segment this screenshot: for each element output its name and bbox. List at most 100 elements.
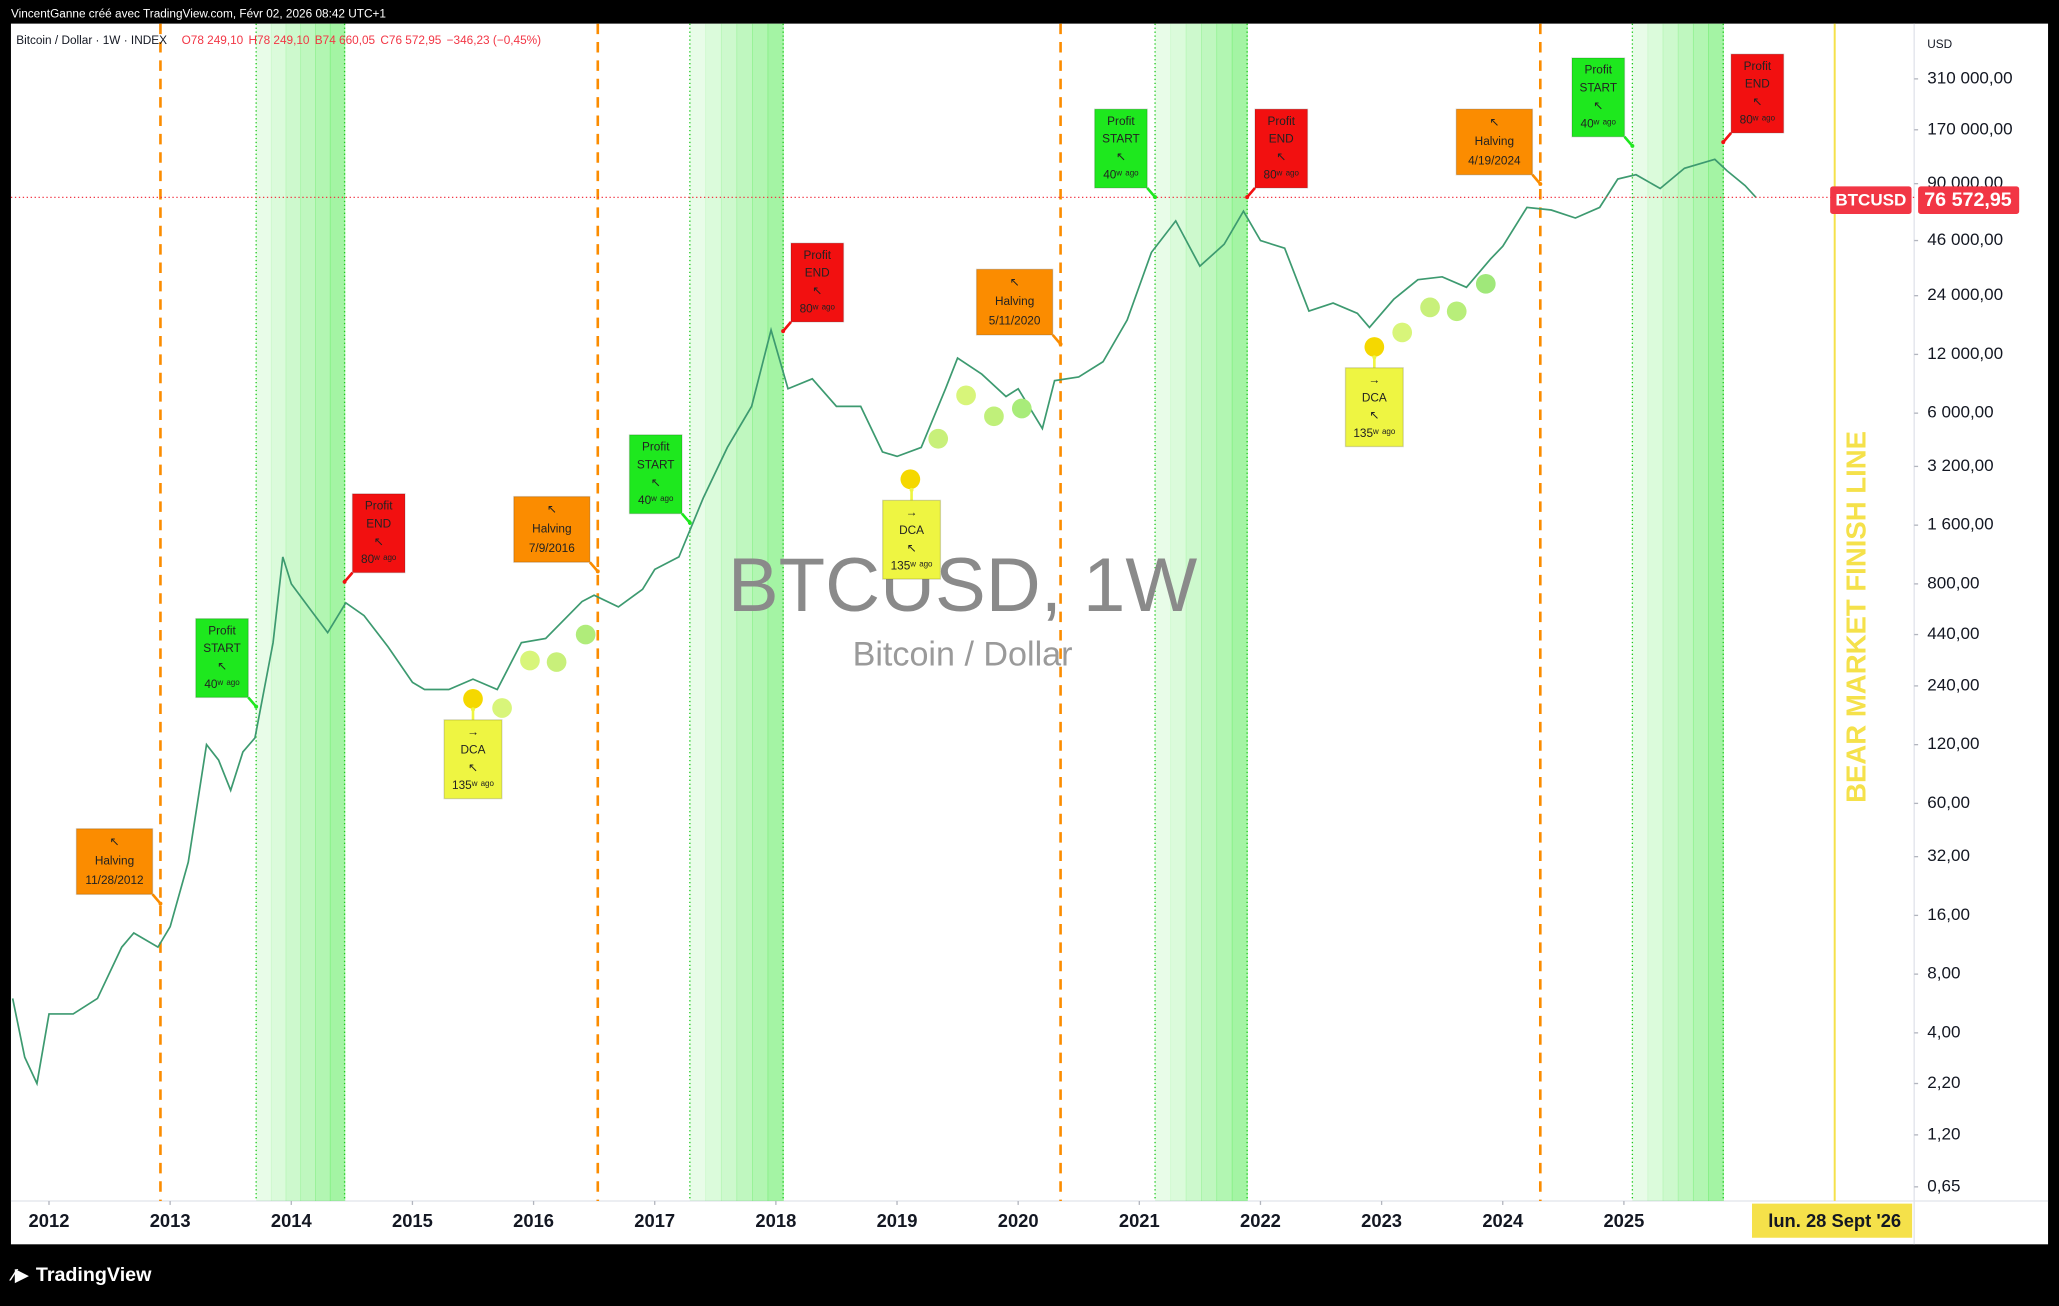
ohlc-value: H78 249,10 — [249, 33, 310, 47]
ohlc-value: B74 660,05 — [315, 33, 376, 47]
annotation-box — [1571, 57, 1626, 138]
profit-zone — [720, 23, 738, 1201]
profit-zone — [736, 23, 753, 1201]
x-tick-label: 2012 — [29, 1210, 70, 1231]
annotation-text: Profit — [1584, 63, 1612, 77]
annotation-pointer — [1246, 187, 1257, 198]
profit-zone — [1231, 23, 1248, 1201]
y-tick-label: 1 600,00 — [1927, 515, 1993, 534]
ohlc-value: C76 572,95 — [380, 33, 441, 47]
dca-point — [900, 469, 921, 490]
watermark-subtitle: Bitcoin / Dollar — [853, 635, 1073, 673]
y-tick-label: 440,00 — [1927, 624, 1979, 643]
y-tick-label: 240,00 — [1927, 675, 1979, 694]
annotation-box — [790, 242, 845, 323]
annotation-box — [1094, 108, 1148, 189]
annotation-text: DCA — [899, 523, 924, 537]
annotation-text: 40ʷ ᵃᵍᵒ — [204, 677, 240, 691]
annotation-text: Halving — [532, 522, 571, 536]
x-tick-label: 2024 — [1482, 1210, 1524, 1231]
y-tick-label: 16,00 — [1927, 905, 1970, 924]
x-tick-label: 2017 — [634, 1210, 675, 1231]
annotation-text: ↖ — [1369, 408, 1379, 422]
dca-point — [492, 698, 512, 718]
annotation-text: ↖ — [217, 659, 227, 673]
x-tick-label: 2013 — [150, 1210, 191, 1231]
profit-zone — [270, 23, 287, 1201]
annotation-text: Profit — [1744, 59, 1772, 73]
annotation-text: END — [1745, 77, 1770, 91]
annotation-box — [975, 268, 1054, 336]
watermark-title: BTCUSD, 1W — [728, 543, 1198, 628]
annotation-box — [1730, 53, 1785, 134]
x-tick-label: 2025 — [1603, 1210, 1644, 1231]
dca-point — [956, 385, 976, 406]
price-tag-label: 76 572,95 — [1924, 189, 2012, 211]
profit-zone — [1662, 23, 1679, 1201]
x-tick-label: 2019 — [877, 1210, 918, 1231]
annotation-text: ↖ — [1010, 275, 1020, 289]
annotation-pointer — [782, 321, 793, 332]
dca-point — [1420, 297, 1440, 318]
profit-zone — [1216, 23, 1233, 1201]
profit-zone — [752, 23, 769, 1201]
annotation-pointer — [1051, 334, 1062, 345]
annotation-text: 135ʷ ᵃᵍᵒ — [891, 559, 933, 573]
annotation-text: 80ʷ ᵃᵍᵒ — [800, 302, 836, 316]
profit-zone — [1677, 23, 1694, 1201]
price-tag-name-bg — [1830, 186, 1912, 214]
annotation-box — [351, 493, 406, 574]
annotation-text: DCA — [461, 742, 486, 756]
annotation-text: ↖ — [374, 534, 384, 548]
brand: TradingView — [36, 1264, 152, 1286]
x-tick-label: 2018 — [755, 1210, 796, 1231]
annotation-text: 135ʷ ᵃᵍᵒ — [1353, 426, 1395, 440]
x-tick-label: 2022 — [1240, 1210, 1281, 1231]
profit-zone — [1170, 23, 1187, 1201]
profit-zone — [1692, 23, 1709, 1201]
annotation-text: 4/19/2024 — [1468, 153, 1521, 167]
annotation-text: ↖ — [1116, 150, 1126, 164]
profit-zone — [1647, 23, 1664, 1201]
annotation-box — [882, 499, 942, 580]
annotation-text: → — [906, 505, 918, 519]
annotation-text: 11/28/2012 — [85, 873, 143, 887]
annotation-pointer — [680, 512, 691, 524]
annotation-box — [443, 719, 503, 800]
annotation-text: ↖ — [651, 475, 661, 489]
y-tick-label: 6 000,00 — [1927, 403, 1993, 422]
profit-zone — [256, 23, 272, 1201]
annotation-text: Profit — [1267, 114, 1295, 128]
x-tick-label: 2014 — [271, 1210, 313, 1231]
price-tag-bg — [1918, 186, 2020, 214]
y-tick-label: 24 000,00 — [1927, 285, 2003, 304]
annotation-box — [1455, 108, 1534, 176]
y-tick-label: 60,00 — [1927, 793, 1970, 812]
profit-zone — [329, 23, 346, 1201]
annotation-text: 40ʷ ᵃᵍᵒ — [1103, 168, 1139, 182]
annotation-text: ↖ — [1489, 115, 1499, 129]
y-tick-label: 170 000,00 — [1927, 119, 2012, 138]
profit-zone — [1201, 23, 1218, 1201]
x-tick-label: 2016 — [513, 1210, 554, 1231]
annotation-text: 80ʷ ᵃᵍᵒ — [1740, 113, 1776, 127]
currency: USD — [1927, 37, 1952, 51]
credit: VincentGanne créé avec TradingView.com, … — [11, 7, 386, 21]
annotation-text: ↖ — [1593, 98, 1603, 112]
annotation-text: Halving — [95, 854, 134, 868]
ohlc-value: −346,23 (−0,45%) — [447, 33, 542, 47]
annotation-text: ↖ — [1752, 95, 1762, 109]
annotation-text: Halving — [1475, 134, 1514, 148]
annotation-box — [1254, 108, 1309, 189]
annotation-text: Halving — [995, 294, 1034, 308]
price-tag-name: BTCUSD — [1835, 190, 1906, 209]
annotation-text: END — [366, 516, 391, 530]
annotation-text: 7/9/2016 — [529, 541, 575, 555]
annotation-pointer — [1531, 173, 1542, 185]
annotation-text: START — [1102, 132, 1140, 146]
profit-zone — [285, 23, 302, 1201]
annotation-pointer — [151, 893, 162, 905]
annotation-text: 80ʷ ᵃᵍᵒ — [1264, 168, 1300, 182]
ohlc-value: O78 249,10 — [182, 33, 244, 47]
